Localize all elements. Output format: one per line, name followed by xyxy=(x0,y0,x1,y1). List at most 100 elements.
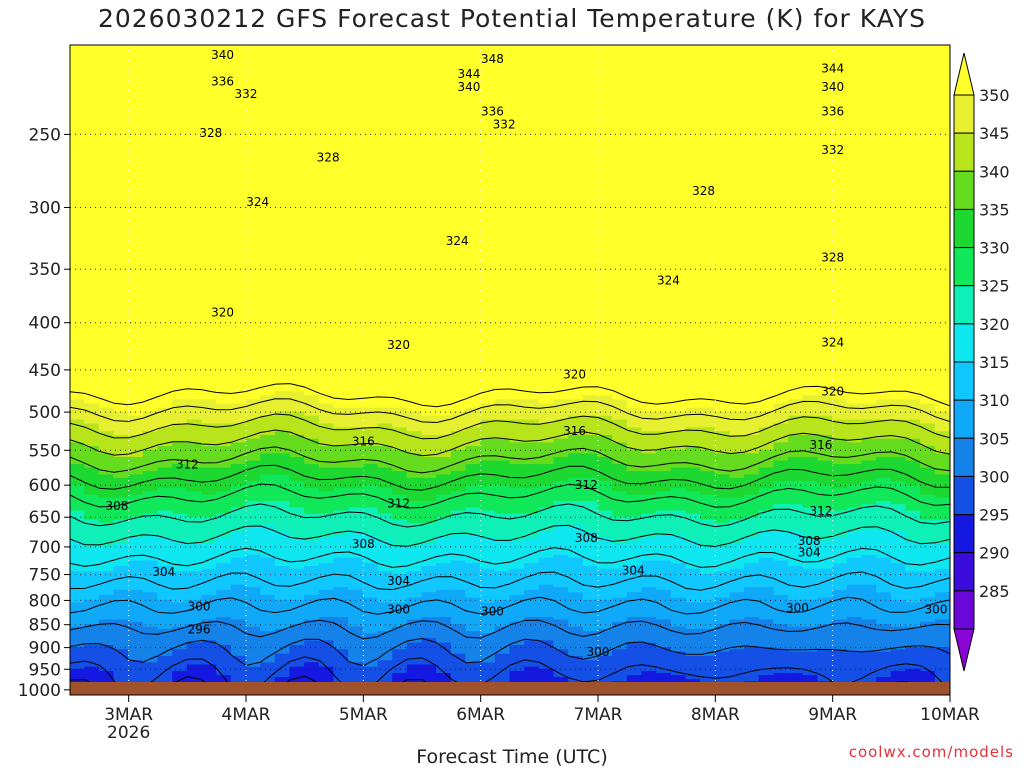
y-axis: 250 300 350 400 450 500 550 600 650 700 750 800 850 9… xyxy=(18,125,70,701)
contour-label-320: 320 xyxy=(387,338,410,352)
contour-label-324: 324 xyxy=(446,234,469,248)
x-tick-label-10MAR: 10MAR xyxy=(920,705,980,725)
contour-308 xyxy=(70,596,950,615)
colorbar-band xyxy=(953,514,975,554)
contour-336 xyxy=(70,446,950,474)
colorbar-label-310: 310 xyxy=(979,391,1010,410)
y-tick-label-500: 500 xyxy=(29,403,61,423)
contour-label-296: 296 xyxy=(188,622,211,636)
grid-lines xyxy=(70,45,950,695)
x-tick-label-4MAR: 4MAR xyxy=(222,705,271,725)
contour-label-336: 336 xyxy=(481,104,504,118)
colorbar-label-345: 345 xyxy=(979,124,1010,143)
contour-label-328: 328 xyxy=(821,251,844,265)
contour-label-312: 312 xyxy=(176,458,199,472)
contour-label-312: 312 xyxy=(387,496,410,510)
contour-label-308: 308 xyxy=(575,531,598,545)
contour-340 xyxy=(70,429,950,457)
colorbar-band xyxy=(953,475,975,516)
contour-label-300: 300 xyxy=(481,604,504,618)
x-tick-label-3MAR: 3MAR xyxy=(104,705,153,725)
y-tick-label-350: 350 xyxy=(29,260,61,280)
contour-324 xyxy=(70,503,950,528)
y-tick-label-850: 850 xyxy=(29,616,61,636)
contour-304 xyxy=(70,619,950,640)
contour-label-348: 348 xyxy=(481,52,504,66)
contour-316 xyxy=(70,547,950,568)
contour-label-308: 308 xyxy=(798,534,821,548)
y-tick-label-1000: 1000 xyxy=(18,681,61,701)
colorbar-band xyxy=(953,590,975,630)
colorbar-band xyxy=(953,399,975,439)
contour-312 xyxy=(70,571,950,591)
contour-label-320: 320 xyxy=(821,385,844,399)
contour-label-344: 344 xyxy=(821,61,844,75)
x-tick-label-9MAR: 9MAR xyxy=(808,705,857,725)
contour-label-320: 320 xyxy=(563,367,586,381)
contour-label-312: 312 xyxy=(809,504,832,518)
colorbar-top-arrow xyxy=(953,52,975,96)
colorbar-band xyxy=(953,285,975,325)
contour-label-300: 300 xyxy=(587,645,610,659)
y-tick-label-950: 950 xyxy=(29,660,61,680)
contour-label-332: 332 xyxy=(821,143,844,157)
y-tick-label-650: 650 xyxy=(29,508,61,528)
x-axis: 3MAR 4MAR 5MAR 6MAR 7MAR 8MAR 9MAR 10MAR 2026 xyxy=(104,695,980,743)
contour-label-316: 316 xyxy=(563,424,586,438)
x-tick-label-7MAR: 7MAR xyxy=(574,705,623,725)
contour-label-316: 316 xyxy=(809,438,832,452)
colorbar-label-285: 285 xyxy=(979,582,1010,601)
x-year-label: 2026 xyxy=(107,723,150,743)
colorbar-band xyxy=(953,208,975,249)
contour-label-340: 340 xyxy=(457,80,480,94)
colorbar-label-325: 325 xyxy=(979,277,1010,296)
y-tick-label-400: 400 xyxy=(29,314,61,334)
x-tick-label-5MAR: 5MAR xyxy=(339,705,388,725)
contour-label-328: 328 xyxy=(317,151,340,165)
contour-label-300: 300 xyxy=(786,601,809,615)
colorbar-label-350: 350 xyxy=(979,86,1010,105)
contour-label-308: 308 xyxy=(105,499,128,513)
y-tick-label-250: 250 xyxy=(29,125,61,145)
x-axis-title: Forecast Time (UTC) xyxy=(416,746,608,768)
contour-label-344: 344 xyxy=(457,67,480,81)
contour-label-304: 304 xyxy=(622,563,645,577)
y-tick-label-900: 900 xyxy=(29,639,61,659)
colorbar-band xyxy=(953,94,975,134)
contour-332 xyxy=(70,464,950,491)
colorbar-band xyxy=(953,361,975,401)
y-tick-label-450: 450 xyxy=(29,361,61,381)
colorbar-label-340: 340 xyxy=(979,162,1010,181)
contour-label-336: 336 xyxy=(821,104,844,118)
contour-label-332: 332 xyxy=(493,118,516,132)
contour-label-324: 324 xyxy=(246,195,269,209)
site-credit: coolwx.com/models xyxy=(848,743,1014,761)
colorbar-label-315: 315 xyxy=(979,353,1010,372)
colorbar-band xyxy=(953,170,975,210)
contour-label-340: 340 xyxy=(821,80,844,94)
colorbar-band xyxy=(953,323,975,363)
colorbar-label-320: 320 xyxy=(979,315,1010,334)
colorbar: 350 345 340 335 330 325 320 315 310 305 300 295 290 2… xyxy=(953,52,1010,672)
colorbar-bottom-arrow xyxy=(953,628,975,672)
contour-label-304: 304 xyxy=(798,546,821,560)
contour-label-340: 340 xyxy=(211,48,234,62)
colorbar-label-290: 290 xyxy=(979,544,1010,563)
contour-352 xyxy=(70,383,950,408)
contour-320 xyxy=(70,524,950,547)
terrain-ground-strip xyxy=(70,682,950,695)
colorbar-label-295: 295 xyxy=(979,506,1010,525)
contour-label-300: 300 xyxy=(387,602,410,616)
colorbar-band xyxy=(953,132,975,172)
contour-label-300: 300 xyxy=(925,602,948,616)
contour-label-308: 308 xyxy=(352,537,375,551)
contour-344 xyxy=(70,413,950,440)
contour-label-328: 328 xyxy=(199,126,222,140)
color-bands xyxy=(70,45,950,695)
contour-label-320: 320 xyxy=(211,306,234,320)
colorbar-band xyxy=(953,552,975,592)
colorbar-label-335: 335 xyxy=(979,200,1010,219)
y-tick-label-550: 550 xyxy=(29,441,61,461)
contour-label-324: 324 xyxy=(657,273,680,287)
